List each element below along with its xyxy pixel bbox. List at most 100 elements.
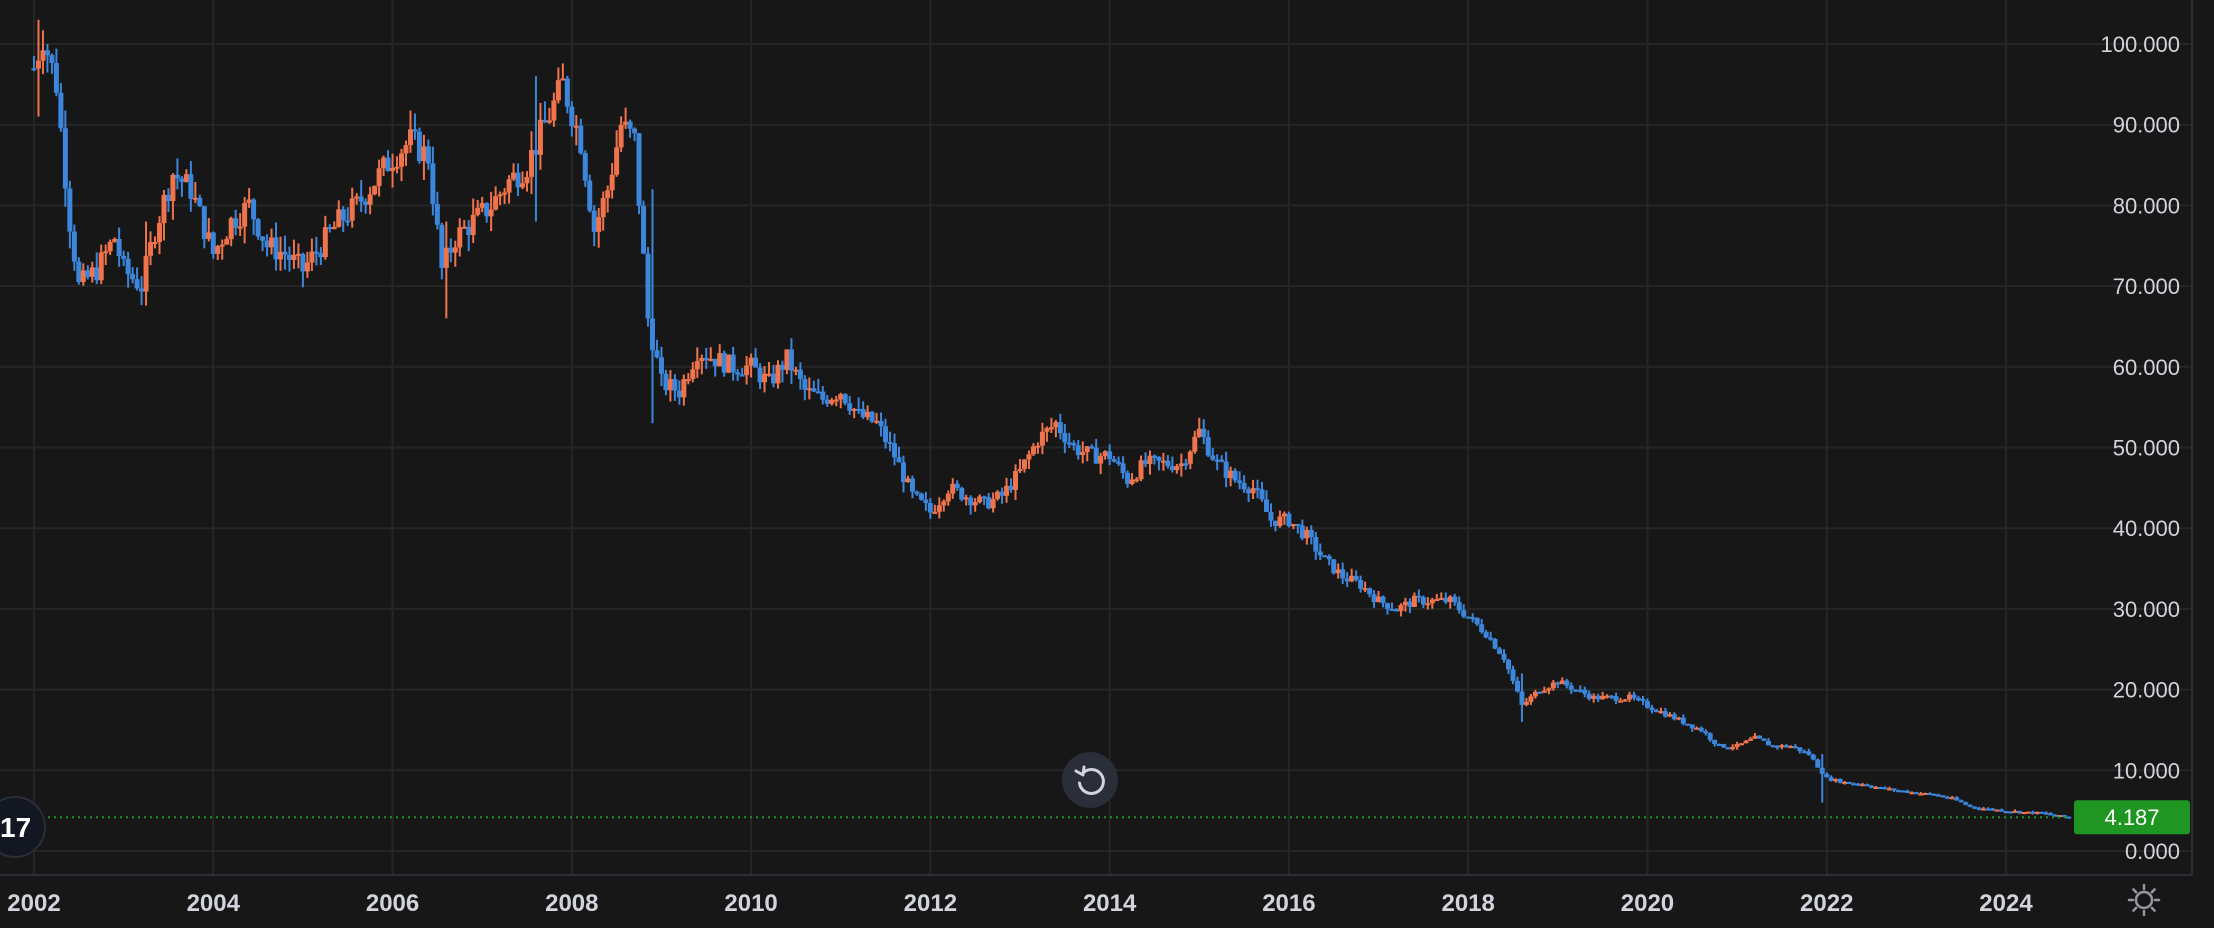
y-tick-label-0: 0.000 bbox=[2125, 839, 2180, 864]
candle-313 bbox=[1434, 594, 1440, 602]
candle-body-332 bbox=[1519, 691, 1525, 705]
candle-36 bbox=[192, 182, 198, 204]
candle-body-380 bbox=[1734, 743, 1740, 748]
candle-body-46 bbox=[237, 226, 243, 229]
candle-408 bbox=[1860, 782, 1866, 787]
candle-body-28 bbox=[156, 223, 162, 243]
candle-333 bbox=[1523, 697, 1529, 707]
candle-body-416 bbox=[1895, 790, 1901, 793]
candle-351 bbox=[1604, 694, 1610, 699]
candle-246 bbox=[1134, 476, 1140, 483]
candle-280 bbox=[1286, 511, 1292, 528]
candle-335 bbox=[1532, 689, 1538, 699]
candle-100 bbox=[479, 196, 485, 213]
candle-173 bbox=[806, 377, 812, 400]
x-tick-label-9: 2020 bbox=[1621, 890, 1674, 917]
candle-body-403 bbox=[1837, 779, 1843, 783]
candle-79 bbox=[385, 150, 391, 172]
candle-414 bbox=[1886, 786, 1892, 791]
candle-114 bbox=[542, 101, 548, 123]
candle-96 bbox=[461, 220, 467, 229]
candle-37 bbox=[197, 194, 203, 207]
candle-358 bbox=[1635, 695, 1641, 702]
y-tick-label-3: 30.000 bbox=[2113, 597, 2180, 622]
candle-body-29 bbox=[161, 194, 167, 224]
candle-body-227 bbox=[1048, 427, 1054, 430]
candle-109 bbox=[520, 171, 526, 190]
candle-body-451 bbox=[2052, 814, 2058, 817]
candle-150 bbox=[703, 347, 709, 369]
candle-body-361 bbox=[1649, 707, 1655, 711]
candle-396 bbox=[1806, 748, 1812, 756]
candle-427 bbox=[1945, 795, 1951, 799]
candle-body-445 bbox=[2025, 811, 2031, 814]
candle-78 bbox=[381, 155, 387, 177]
candle-body-157 bbox=[735, 372, 741, 375]
candle-body-375 bbox=[1712, 739, 1718, 744]
candle-body-72 bbox=[354, 196, 360, 199]
candle-body-301 bbox=[1380, 596, 1386, 604]
candle-body-329 bbox=[1506, 659, 1512, 670]
candle-199 bbox=[923, 491, 929, 511]
candle-body-282 bbox=[1295, 524, 1301, 527]
candle-231 bbox=[1066, 432, 1072, 448]
candle-body-139 bbox=[654, 350, 660, 358]
candle-53 bbox=[269, 228, 275, 255]
candle-317 bbox=[1452, 593, 1458, 606]
candle-418 bbox=[1904, 789, 1910, 794]
candle-18 bbox=[112, 237, 118, 243]
candle-6 bbox=[58, 83, 64, 132]
candle-body-188 bbox=[874, 420, 880, 423]
candle-body-339 bbox=[1550, 682, 1556, 689]
candle-423 bbox=[1927, 792, 1933, 796]
candle-113 bbox=[537, 102, 543, 170]
candle-body-258 bbox=[1187, 451, 1193, 464]
candle-244 bbox=[1125, 470, 1131, 488]
candle-body-320 bbox=[1465, 616, 1471, 619]
x-tick-label-10: 2022 bbox=[1800, 890, 1853, 917]
candle-body-383 bbox=[1748, 738, 1754, 741]
candle-body-27 bbox=[152, 242, 158, 245]
candle-body-170 bbox=[793, 369, 799, 372]
candle-body-110 bbox=[524, 176, 530, 184]
candle-52 bbox=[264, 234, 270, 257]
candle-body-107 bbox=[511, 172, 517, 180]
candle-182 bbox=[847, 395, 853, 415]
candle-body-117 bbox=[555, 80, 561, 101]
candle-30 bbox=[165, 188, 171, 212]
x-tick-label-6: 2014 bbox=[1083, 890, 1137, 917]
candle-body-43 bbox=[224, 239, 230, 245]
candle-body-398 bbox=[1815, 759, 1821, 768]
candle-99 bbox=[475, 199, 481, 217]
candle-body-51 bbox=[260, 236, 266, 241]
candle-body-302 bbox=[1385, 603, 1391, 609]
candle-body-74 bbox=[363, 201, 369, 205]
candle-body-176 bbox=[820, 391, 826, 400]
candle-body-367 bbox=[1676, 717, 1682, 720]
candle-body-443 bbox=[2016, 810, 2022, 814]
candle-416 bbox=[1895, 789, 1901, 793]
reset-chart-button[interactable] bbox=[1062, 752, 1118, 808]
vertical-grid bbox=[33, 0, 2007, 875]
candle-body-318 bbox=[1456, 602, 1462, 611]
candle-89 bbox=[430, 146, 436, 216]
candle-body-63 bbox=[313, 251, 319, 254]
candle-body-269 bbox=[1237, 480, 1243, 483]
candle-body-114 bbox=[542, 119, 548, 123]
y-axis[interactable]: 0.000 10.000 20.000 30.000 40.000 50.000 60.00… bbox=[2100, 32, 2180, 864]
tradingview-logo-icon[interactable]: 17 bbox=[0, 796, 46, 858]
x-axis[interactable]: 2002 2004 2006 2008 2010 2012 2014 2016 2018 2020… bbox=[7, 890, 2033, 917]
candle-190 bbox=[883, 418, 889, 449]
candle-body-146 bbox=[685, 379, 691, 382]
candle-body-26 bbox=[148, 242, 154, 256]
candle-142 bbox=[667, 370, 673, 402]
candle-body-55 bbox=[278, 251, 283, 260]
candle-body-135 bbox=[636, 133, 642, 206]
candle-body-147 bbox=[690, 369, 696, 380]
candle-body-372 bbox=[1698, 727, 1704, 732]
candle-162 bbox=[757, 363, 763, 390]
chart-settings-button[interactable] bbox=[2124, 880, 2164, 920]
candle-425 bbox=[1936, 793, 1942, 797]
candle-body-164 bbox=[766, 373, 772, 376]
candle-body-260 bbox=[1196, 428, 1202, 437]
